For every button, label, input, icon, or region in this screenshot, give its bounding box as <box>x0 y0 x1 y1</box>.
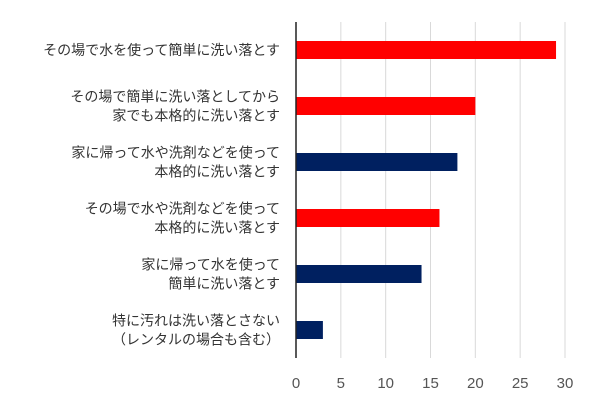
bar-1 <box>296 41 557 59</box>
x-tick-label-30: 30 <box>557 375 574 392</box>
x-tick-label-25: 25 <box>512 375 529 392</box>
category-label-6: 特に汚れは洗い落とさない（レンタルの場合も含む） <box>112 314 280 349</box>
category-label-3: 家に帰って水や洗剤などを使って本格的に洗い落とす <box>71 145 280 181</box>
bar-4 <box>296 209 440 227</box>
x-tick-label-10: 10 <box>377 375 394 392</box>
x-tick-label-20: 20 <box>467 375 484 392</box>
x-tick-labels: 0 5 10 15 20 25 30 <box>292 375 574 392</box>
bar-6 <box>296 321 323 339</box>
x-tick-label-15: 15 <box>422 375 439 392</box>
category-label-1: その場で水を使って簡単に洗い落とす <box>43 42 280 59</box>
category-label-5: 家に帰って水を使って簡単に洗い落とす <box>141 257 280 293</box>
category-labels: その場で水を使って簡単に洗い落とすその場で簡単に洗い落としてから家でも本格的に洗… <box>43 42 280 349</box>
category-label-2: その場で簡単に洗い落としてから家でも本格的に洗い落とす <box>70 90 280 125</box>
bar-5 <box>296 265 422 283</box>
x-tick-label-0: 0 <box>292 375 300 392</box>
bars <box>296 41 557 339</box>
category-label-4: その場で水や洗剤などを使って本格的に洗い落とす <box>85 201 280 237</box>
grid-lines <box>340 22 566 358</box>
bar-3 <box>296 153 458 171</box>
bar-2 <box>296 97 476 115</box>
x-tick-label-5: 5 <box>337 375 345 392</box>
